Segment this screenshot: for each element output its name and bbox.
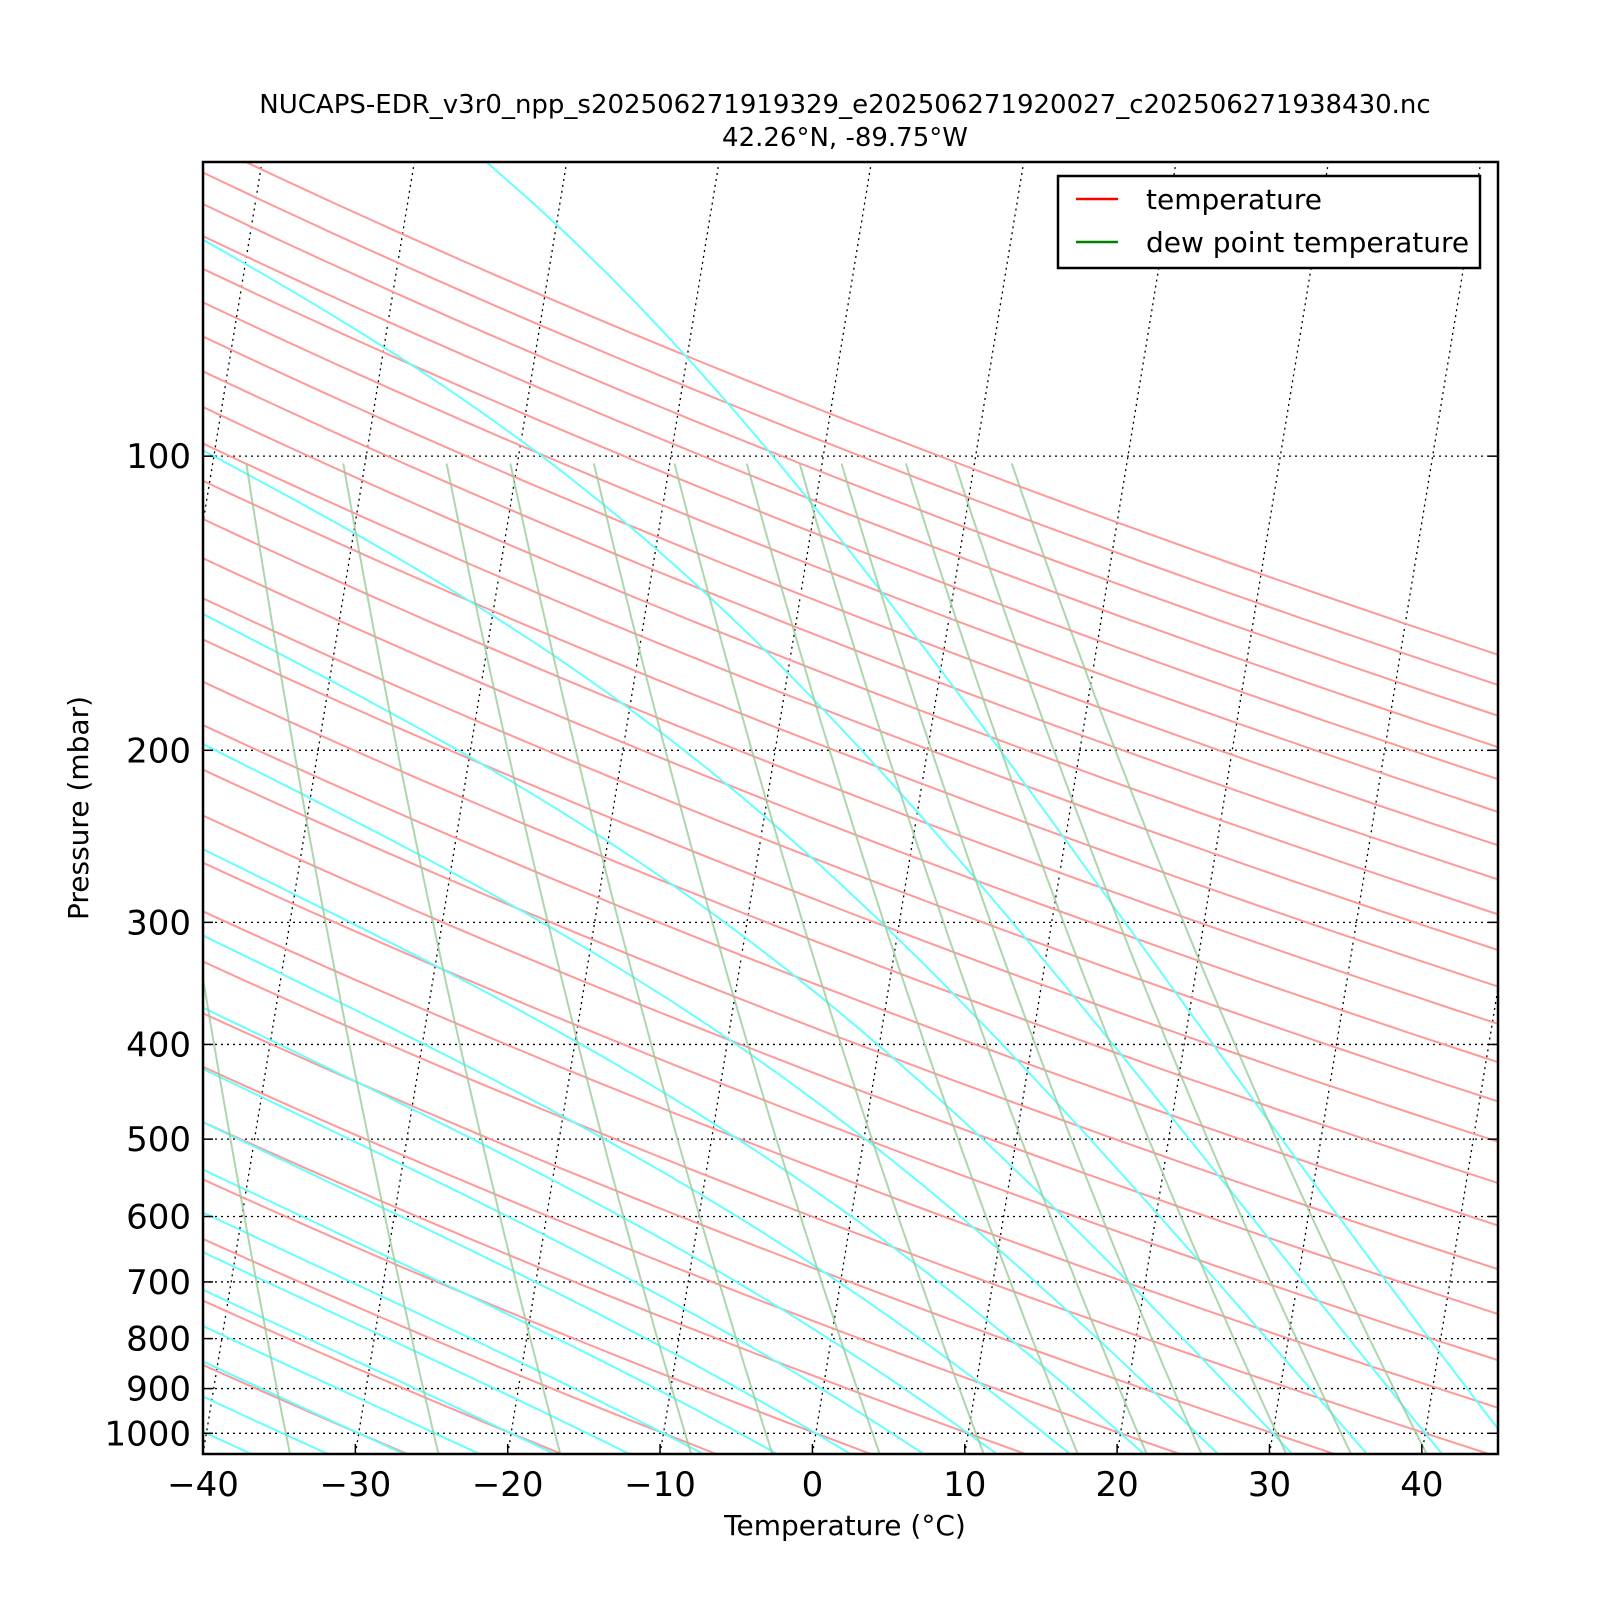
- y-tick-label: 600: [126, 1198, 191, 1238]
- isotherm-line: [811, 162, 1025, 1454]
- dry-adiabat-line: [203, 861, 1498, 1362]
- axis-ticks: −40 −30 −20 −10 0 10 20 30 40 100 200 300 400 500 600 7…: [104, 437, 1498, 1505]
- moist-adiabat-line: [203, 1288, 556, 1454]
- chart-subtitle: 42.26°N, -89.75°W: [722, 123, 968, 153]
- moist-adiabat-line: [203, 449, 1368, 1454]
- mixing-ratio-line: [840, 463, 1203, 1454]
- mixing-ratio-line: [745, 463, 1079, 1454]
- legend-box: [1056, 174, 1482, 270]
- moist-adiabat-line: [203, 1360, 405, 1454]
- dry-adiabat-line: [203, 1065, 1181, 1454]
- y-tick-label: 200: [126, 731, 191, 771]
- isotherm-line: [659, 162, 873, 1454]
- y-tick-label: 100: [126, 437, 191, 477]
- isotherm-line: [1268, 162, 1482, 1454]
- x-tick-label: 0: [802, 1465, 824, 1505]
- dry-adiabat-line: [203, 405, 1498, 916]
- dry-adiabat-line: [203, 638, 1498, 1143]
- moist-adiabat-line: [203, 934, 1071, 1454]
- plot-frame: [201, 160, 1500, 1456]
- legend: temperature dew point temperature: [1056, 174, 1482, 270]
- dry-adiabat-line: [203, 202, 1498, 717]
- y-tick-label: 900: [126, 1370, 191, 1410]
- dry-adiabat-line: [203, 1012, 1335, 1454]
- dry-adiabat-line: [203, 680, 1498, 1185]
- isotherm-line: [203, 162, 415, 1454]
- x-tick-label: 20: [1095, 1465, 1138, 1505]
- dry-adiabat-line: [203, 517, 1498, 1025]
- mixing-ratio-line: [904, 463, 1288, 1454]
- dry-adiabat-line: [203, 1121, 1026, 1454]
- mixing-ratio-line: [592, 463, 881, 1454]
- dry-adiabat-line: [203, 910, 1498, 1409]
- moist-adiabat-line: [203, 1006, 998, 1454]
- moist-adiabat-line: [203, 1430, 252, 1454]
- legend-label: temperature: [1146, 183, 1322, 216]
- dry-adiabat-line: [203, 442, 1498, 952]
- plot-area: [203, 162, 1600, 1454]
- x-tick-label: −10: [624, 1465, 696, 1505]
- dry-adiabat-line: [203, 479, 1498, 988]
- chart-title: NUCAPS-EDR_v3r0_npp_s202506271919329_e20…: [259, 90, 1430, 120]
- dry-adiabat-line: [203, 597, 1498, 1103]
- dry-adiabat-line: [203, 171, 1498, 687]
- legend-label: dew point temperature: [1146, 226, 1469, 259]
- dry-adiabat-line: [203, 814, 1498, 1316]
- isotherm-line: [1574, 162, 1600, 1454]
- dry-adiabat-line: [203, 960, 1490, 1454]
- mixing-ratio-line: [509, 463, 774, 1454]
- mixing-ratio-line: [798, 463, 1148, 1454]
- isotherm-line: [354, 162, 568, 1454]
- x-tick-label: −40: [167, 1465, 239, 1505]
- moist-adiabat-line: [203, 1395, 329, 1454]
- mixing-ratio-line: [673, 463, 985, 1454]
- y-tick-label: 800: [126, 1320, 191, 1360]
- mixing-ratio-line: [342, 463, 562, 1454]
- y-axis-label: Pressure (mbar): [62, 696, 95, 920]
- y-tick-label: 700: [126, 1263, 191, 1303]
- x-tick-label: −30: [319, 1465, 391, 1505]
- moist-adiabat-line: [203, 612, 1294, 1454]
- moist-adiabat-line: [203, 1251, 631, 1454]
- y-tick-label: 500: [126, 1120, 191, 1160]
- dry-adiabat-line: [203, 1178, 872, 1454]
- x-tick-label: 40: [1400, 1465, 1443, 1505]
- dry-adiabat-line: [203, 235, 1498, 749]
- moist-adiabat-line: [203, 742, 1219, 1454]
- x-axis-label: Temperature (°C): [723, 1509, 966, 1542]
- y-tick-label: 1000: [104, 1414, 191, 1454]
- moist-adiabat-line: [203, 1121, 852, 1454]
- isotherm-line: [1116, 162, 1330, 1454]
- dry-adiabat-line: [203, 370, 1498, 881]
- y-tick-label: 400: [126, 1025, 191, 1065]
- dry-adiabat-line: [245, 162, 1498, 656]
- moist-adiabat-line: [203, 1324, 481, 1454]
- y-tick-label: 300: [126, 903, 191, 943]
- mixing-ratio-line: [203, 972, 291, 1454]
- moist-adiabat-line: [203, 1067, 925, 1454]
- mixing-ratio-line: [445, 463, 693, 1454]
- moist-adiabat-line: [485, 162, 1498, 1431]
- dry-adiabat-line: [203, 1237, 717, 1454]
- mixing-ratio-line: [953, 463, 1353, 1454]
- moist-adiabat-line: [203, 238, 1443, 1454]
- dry-adiabat-line: [203, 301, 1498, 813]
- dry-adiabat-line: [203, 768, 1498, 1271]
- dry-adiabat-line: [203, 724, 1498, 1227]
- dry-adiabat-line: [203, 557, 1498, 1064]
- moist-adiabat-line: [203, 1211, 705, 1454]
- isotherm-line: [507, 162, 720, 1454]
- isotherm-line: [964, 162, 1177, 1454]
- moist-adiabat-line: [203, 848, 1145, 1454]
- x-tick-label: 30: [1248, 1465, 1291, 1505]
- dry-adiabat-line: [203, 335, 1498, 847]
- moist-adiabat-line: [203, 1168, 778, 1454]
- mixing-ratio-line: [245, 463, 440, 1454]
- mixing-ratio-line: [1010, 463, 1428, 1454]
- isotherm-line: [1421, 984, 1498, 1454]
- dry-adiabat-line: [203, 267, 1498, 781]
- x-tick-label: 10: [943, 1465, 986, 1505]
- x-tick-label: −20: [472, 1465, 544, 1505]
